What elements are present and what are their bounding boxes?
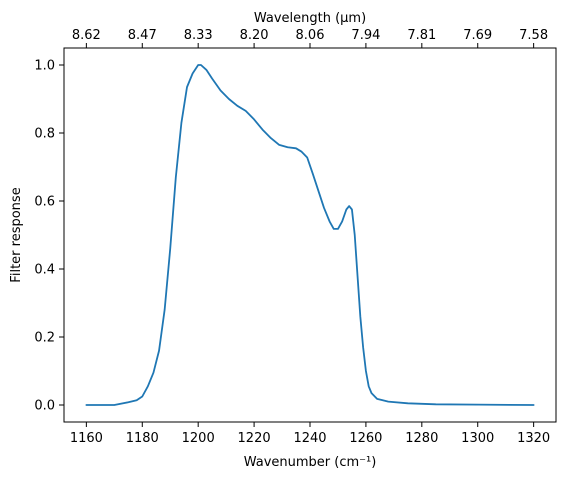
top-x-tick-label: 8.33	[184, 28, 213, 43]
top-x-tick-label: 7.69	[463, 28, 492, 43]
top-x-tick-label: 7.81	[407, 28, 436, 43]
y-tick-label: 0.8	[34, 127, 55, 142]
x-tick-label: 1220	[238, 431, 271, 446]
top-x-tick-label: 8.06	[296, 28, 325, 43]
x-tick-label: 1320	[517, 431, 550, 446]
y-tick-label: 1.0	[34, 59, 55, 74]
x-tick-label: 1160	[70, 431, 103, 446]
y-tick-label: 0.2	[34, 331, 55, 346]
x-tick-label: 1300	[461, 431, 494, 446]
x-tick-label: 1240	[293, 431, 326, 446]
top-x-tick-label: 8.20	[240, 28, 269, 43]
top-x-tick-label: 7.58	[519, 28, 548, 43]
y-tick-label: 0.6	[34, 195, 55, 210]
series-line	[85, 64, 535, 406]
top-x-tick-label: 8.47	[128, 28, 157, 43]
top-x-axis-title: Wavelength (μm)	[254, 11, 366, 26]
x-tick-label: 1200	[182, 431, 215, 446]
plot-frame	[63, 47, 557, 423]
y-tick-label: 0.0	[34, 399, 55, 414]
series-layer	[85, 64, 535, 406]
x-tick-label: 1260	[349, 431, 382, 446]
ticks-layer: 1160 1180 1200 1220 1240 1260 1280 1300 1320 0.0 0…	[34, 28, 550, 446]
x-tick-label: 1280	[405, 431, 438, 446]
top-x-tick-label: 8.62	[72, 28, 101, 43]
x-axis-title: Wavenumber (cm⁻¹)	[244, 455, 377, 470]
y-tick-label: 0.4	[34, 263, 55, 278]
y-axis-title: Filter response	[9, 187, 24, 282]
x-tick-label: 1180	[126, 431, 159, 446]
top-x-tick-label: 7.94	[351, 28, 380, 43]
